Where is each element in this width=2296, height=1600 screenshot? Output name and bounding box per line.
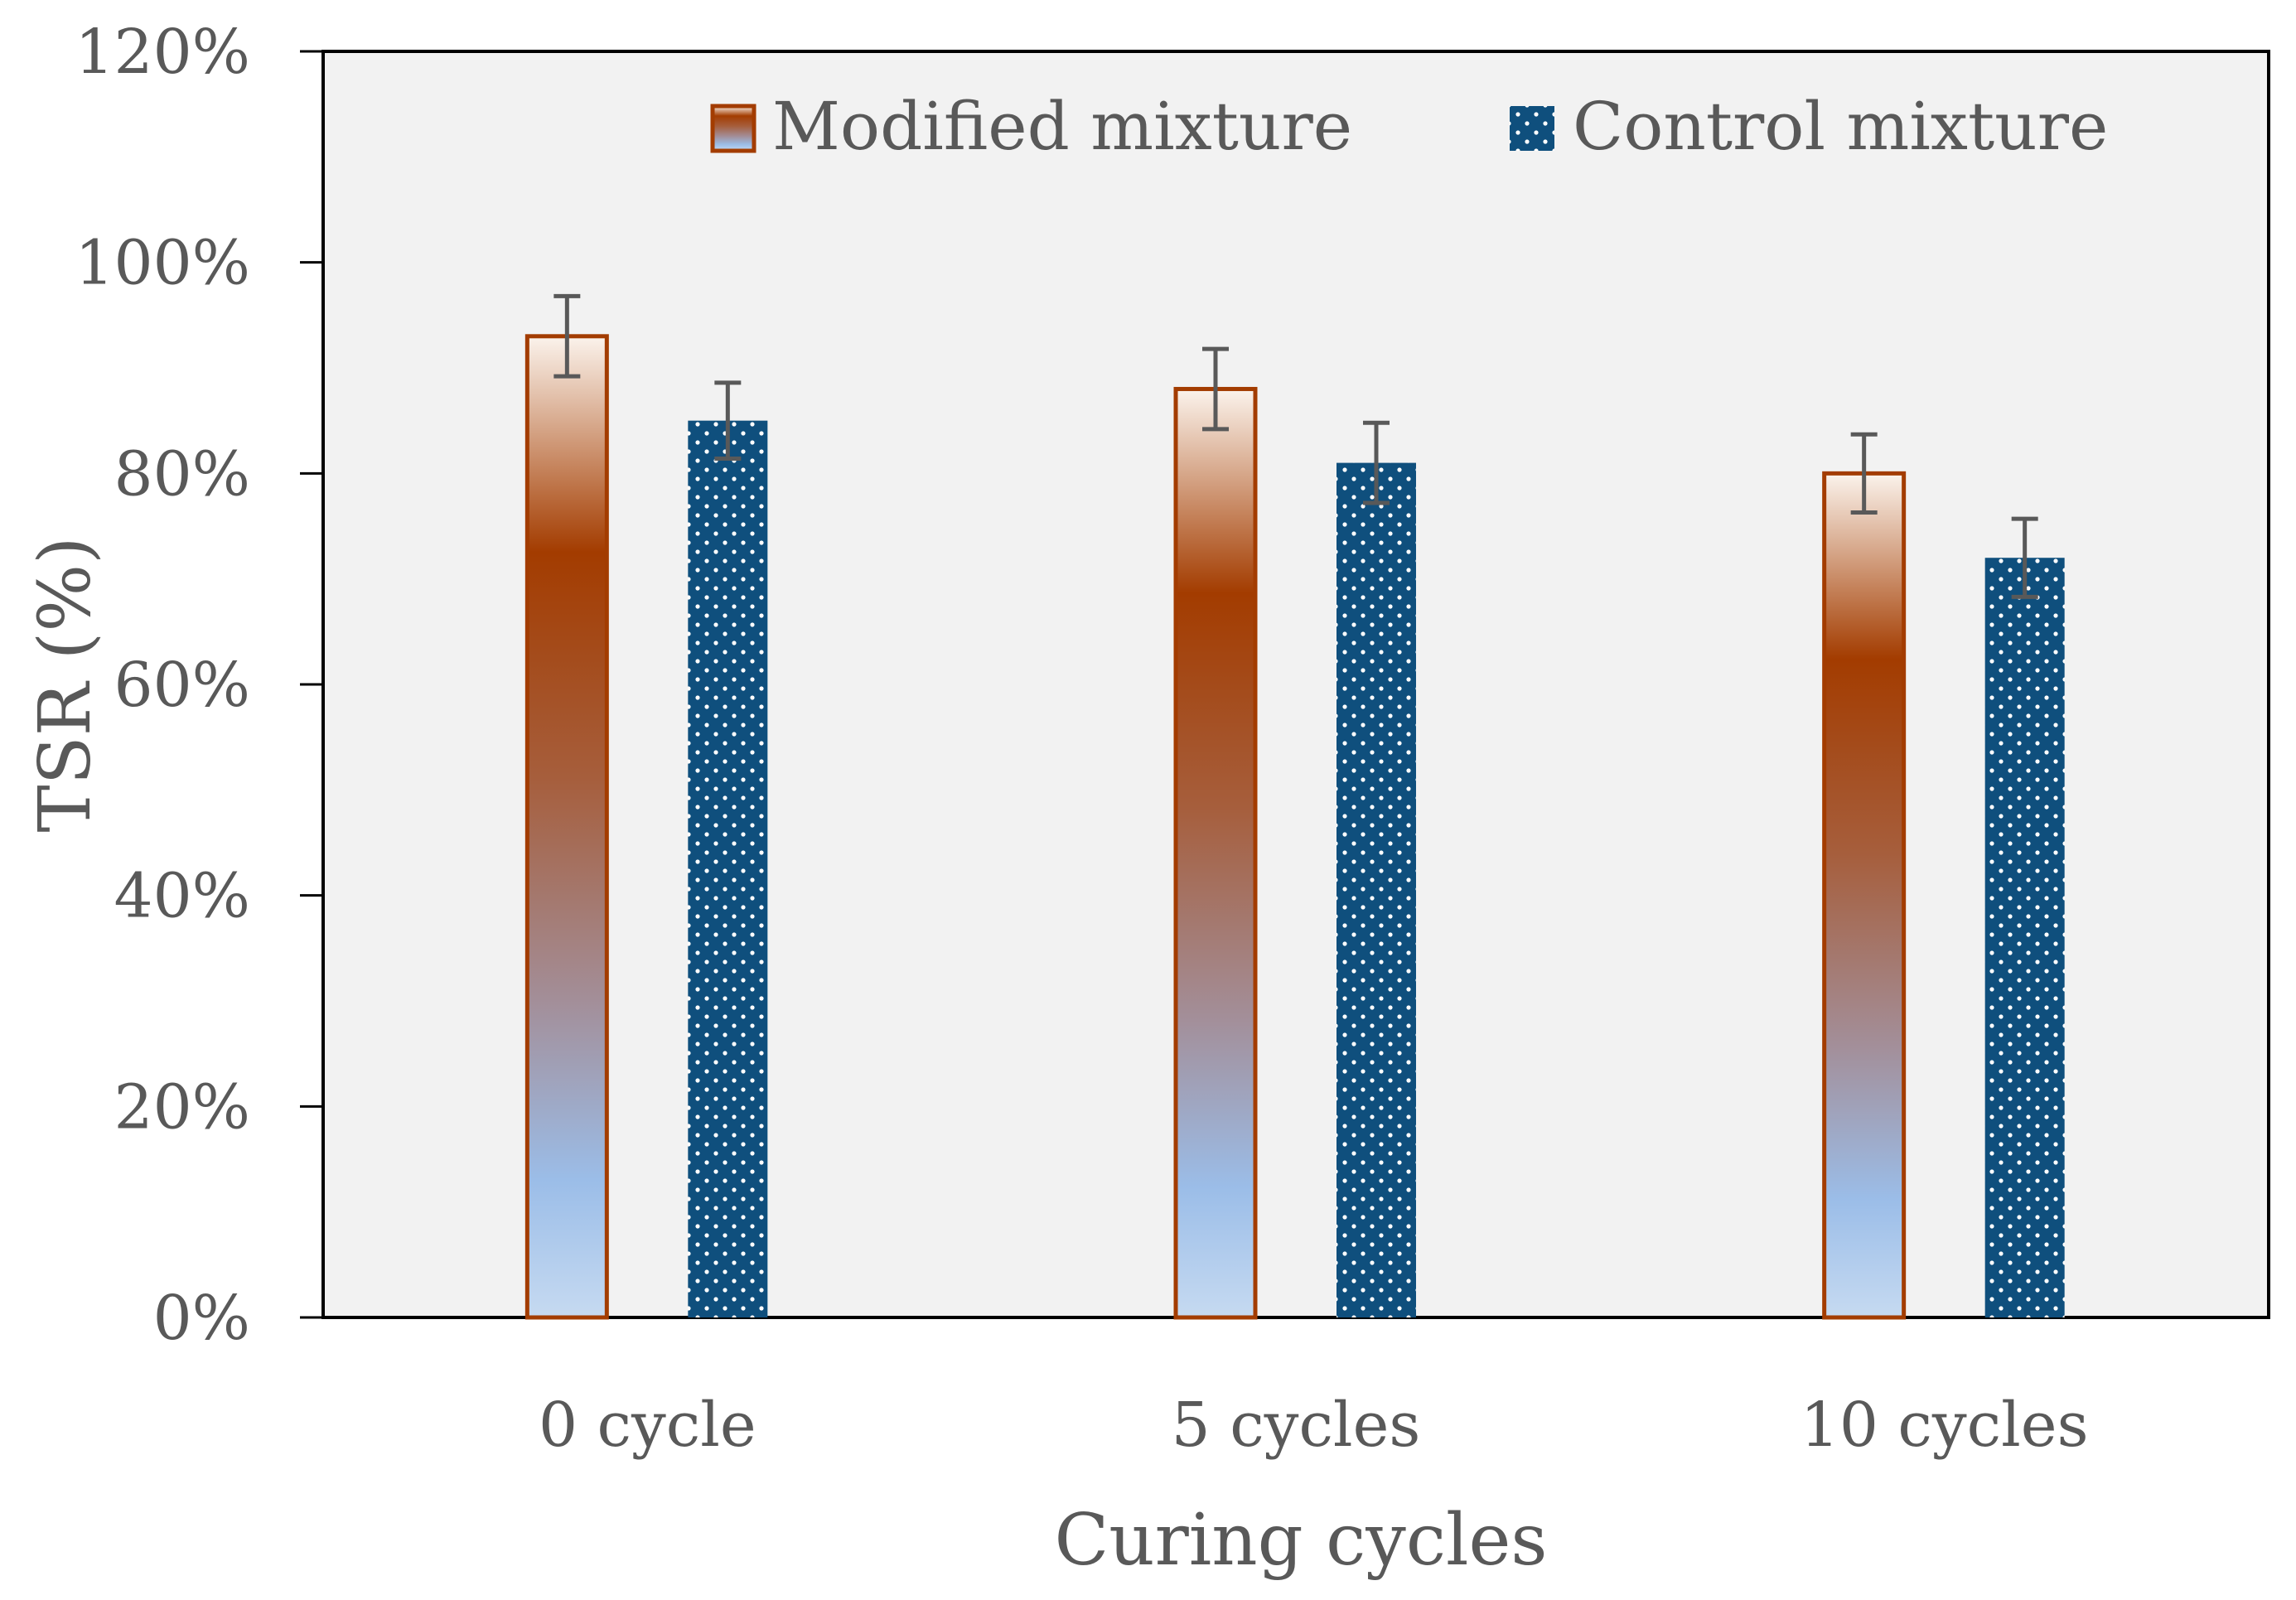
x-category-label: 10 cycles [1801, 1390, 2089, 1461]
bar-control-mixture [1337, 462, 1416, 1317]
y-tick-label: 60% [114, 650, 250, 721]
error-bar [553, 293, 581, 379]
y-tick-label: 120% [75, 17, 250, 88]
bar-control-mixture [1984, 558, 2065, 1317]
x-axis-title: Curing cycles [1054, 1499, 1547, 1582]
error-bar [714, 380, 742, 462]
bar-modified-mixture [524, 334, 609, 1320]
error-bar [1202, 346, 1229, 432]
y-axis-title: TSR (%) [24, 536, 107, 832]
legend-swatch-control [1510, 106, 1554, 151]
legend: Modified mixture Control mixture [710, 88, 2108, 165]
plot-area [321, 50, 2270, 1319]
y-axis: 0% 20% 40% 60% 80% 100% 120% [75, 17, 323, 1354]
legend-label-control: Control mixture [1573, 88, 2108, 165]
x-axis-labels: 0 cycle 5 cycles 10 cycles [539, 1390, 2089, 1461]
legend-label-modified: Modified mixture [772, 88, 1352, 165]
bar-control-mixture [688, 420, 768, 1318]
error-bar [2011, 516, 2038, 599]
y-tick-label: 80% [114, 438, 250, 510]
legend-swatch-modified [710, 104, 756, 153]
x-category-label: 0 cycle [539, 1390, 756, 1461]
error-bar [1850, 432, 1878, 515]
error-bars [553, 293, 2038, 599]
y-tick-label: 0% [153, 1283, 250, 1354]
bar-modified-mixture [1822, 471, 1907, 1320]
bar-modified-mixture [1173, 386, 1258, 1320]
x-category-label: 5 cycles [1172, 1390, 1421, 1461]
bars [524, 334, 2065, 1320]
y-tick-label: 20% [114, 1071, 250, 1143]
y-tick-label: 100% [75, 228, 250, 299]
y-tick-label: 40% [114, 861, 250, 932]
error-bar [1363, 420, 1390, 505]
